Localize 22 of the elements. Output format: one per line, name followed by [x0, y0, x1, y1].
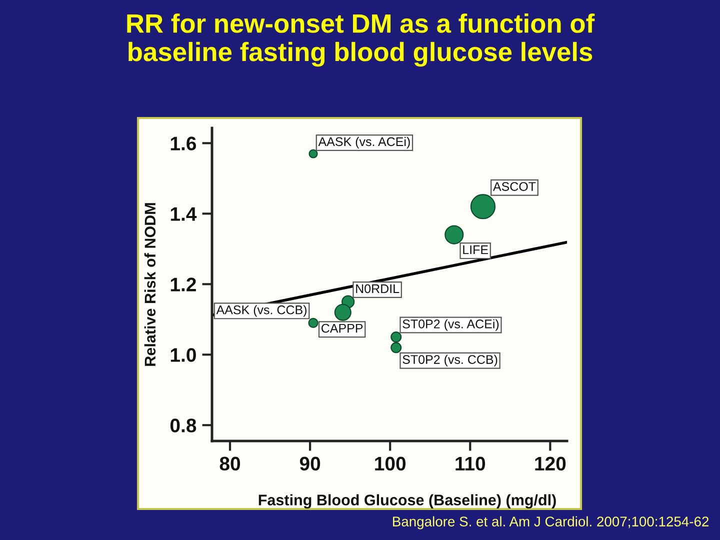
x-tick-label: 80: [220, 456, 240, 471]
y-axis-title: Relative Risk of NODM: [144, 203, 156, 366]
chart-title: RR for new-onset DM as a function of baseline fasting blood glucose levels: [127, 14, 595, 67]
y-tick-label: 1.2: [170, 278, 196, 292]
annotation: AASK (vs. CCB): [216, 305, 306, 317]
annotation: N0RDIL: [356, 284, 400, 294]
annotation: CAPPP: [322, 324, 363, 333]
text: Bangalore S. et al. Am J Cardiol. 2007;100:1254-62: [393, 516, 709, 530]
annotation: ST0P2 (vs. CCB): [402, 354, 498, 366]
annotation: ASCOT: [492, 182, 536, 191]
x-tick-label: 110: [456, 456, 486, 471]
y-tick-label: 1.4: [170, 207, 197, 221]
y-tick-label: 1.6: [170, 136, 196, 150]
y-tick-label: 0.8: [170, 418, 196, 432]
annotation: ST0P2 (vs. ACEi): [402, 319, 499, 331]
x-tick-label: 90: [300, 456, 320, 471]
annotation: LIFE: [463, 245, 488, 254]
x-axis-title: Fasting Blood Glucose (Baseline) (mg/dl): [258, 494, 556, 509]
x-tick-label: 100: [375, 456, 406, 471]
y-tick-label: 1.0: [170, 348, 196, 362]
x-tick-label: 120: [535, 456, 566, 471]
annotation: AASK (vs. ACEi): [318, 136, 410, 149]
